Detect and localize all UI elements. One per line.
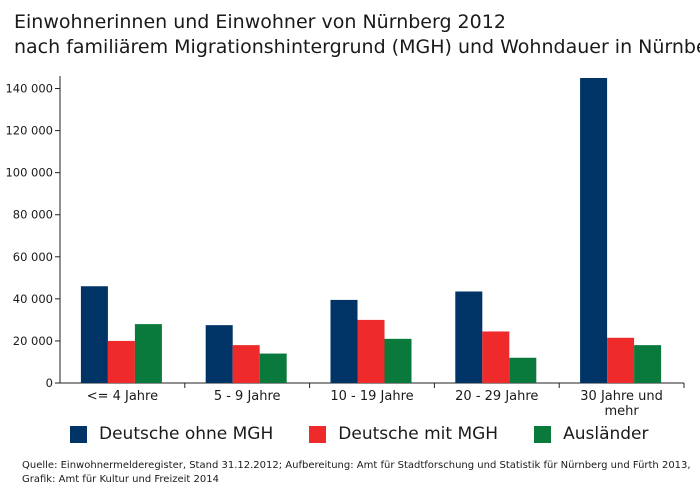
x-tick-label: mehr (604, 404, 639, 419)
legend: Deutsche ohne MGH Deutsche mit MGH Auslä… (70, 424, 649, 444)
legend-swatch (309, 425, 327, 443)
legend-swatch (70, 425, 87, 443)
y-tick-label: 20 000 (13, 334, 53, 348)
legend-item-auslaender: Ausländer (534, 424, 649, 444)
bar (80, 286, 108, 383)
bar (455, 291, 483, 383)
legend-item-deutsche-mit-mgh: Deutsche mit MGH (309, 424, 498, 444)
bar (205, 325, 233, 383)
bar (607, 337, 635, 383)
x-tick-label: 30 Jahre und (580, 389, 663, 404)
chart-title-line-1: Einwohnerinnen und Einwohner von Nürnber… (14, 11, 506, 33)
bar (634, 345, 662, 383)
legend-label: Deutsche ohne MGH (99, 424, 274, 444)
bar (384, 338, 412, 383)
source-note: Quelle: Einwohnermelderegister, Stand 31… (22, 459, 692, 487)
source-line-1: Quelle: Einwohnermelderegister, Stand 31… (22, 460, 691, 471)
y-tick-label: 120 000 (5, 124, 53, 138)
x-tick-label: 5 - 9 Jahre (214, 389, 281, 404)
legend-label: Deutsche mit MGH (338, 424, 499, 444)
y-tick-label: 140 000 (5, 82, 53, 96)
legend-label: Ausländer (563, 424, 649, 444)
bar (232, 345, 260, 383)
x-tick-label: <= 4 Jahre (87, 389, 158, 404)
bar (107, 340, 135, 383)
y-tick-label: 40 000 (13, 292, 53, 306)
bar (509, 357, 537, 383)
x-tick-label: 10 - 19 Jahre (330, 389, 413, 404)
y-tick-label: 0 (46, 376, 53, 390)
y-tick-label: 80 000 (13, 208, 53, 222)
chart-title: Einwohnerinnen und Einwohner von Nürnber… (14, 10, 700, 60)
bar (259, 353, 287, 383)
source-line-2: Grafik: Amt für Kultur und Freizeit 2014 (22, 474, 219, 485)
y-tick-label: 60 000 (13, 250, 53, 264)
x-tick-label: 20 - 29 Jahre (455, 389, 538, 404)
bar (357, 319, 385, 383)
legend-item-deutsche-ohne-mgh: Deutsche ohne MGH (70, 424, 273, 444)
bar (482, 331, 510, 383)
legend-swatch (534, 425, 552, 443)
y-tick-label: 100 000 (5, 166, 53, 180)
bar (134, 324, 162, 383)
bar (330, 299, 358, 383)
chart-title-line-2: nach familiärem Migrationshintergrund (M… (14, 36, 700, 58)
bar (580, 78, 608, 383)
